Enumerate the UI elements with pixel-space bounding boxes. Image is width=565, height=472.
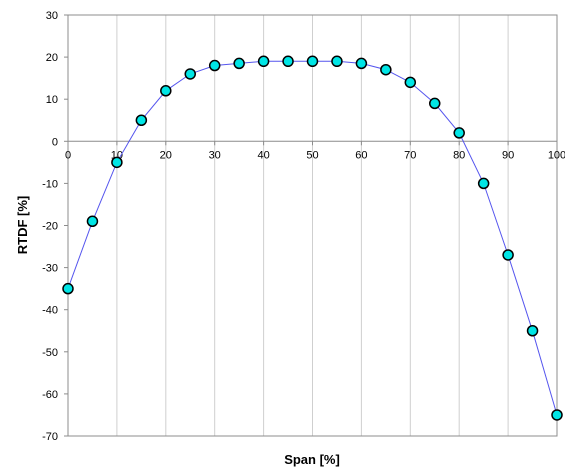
- x-tick-label: 40: [257, 149, 269, 161]
- y-tick-label: -10: [42, 178, 58, 190]
- data-point: [233, 57, 245, 70]
- y-tick-label: 30: [46, 10, 58, 22]
- x-tick-label: 100: [548, 149, 565, 161]
- y-tick-label: 20: [46, 52, 58, 64]
- tick-labels: 0 10 20 30 40 50 60 70 80 90 1003020100-10-20-30-4…: [42, 10, 565, 443]
- data-point: [111, 156, 123, 169]
- x-tick-label: 0: [65, 149, 71, 161]
- data-point: [526, 325, 539, 337]
- x-tick-label: 50: [306, 149, 318, 161]
- data-point: [404, 76, 417, 89]
- data-point: [208, 59, 221, 72]
- series: [62, 55, 563, 421]
- y-tick-label: -30: [42, 263, 58, 275]
- y-tick-label: -40: [42, 305, 58, 317]
- data-point: [257, 55, 270, 68]
- gridlines: [116, 15, 558, 436]
- x-tick-label: 90: [502, 149, 514, 161]
- x-tick-label: 80: [453, 149, 465, 161]
- data-point: [551, 409, 563, 421]
- x-axis-label: Span [%]: [284, 452, 340, 467]
- data-point: [62, 282, 74, 295]
- data-point: [135, 114, 148, 126]
- data-point: [355, 57, 368, 70]
- data-point: [477, 177, 490, 190]
- y-tick-label: 10: [46, 94, 58, 106]
- data-point: [282, 55, 294, 68]
- data-point: [331, 55, 343, 68]
- x-tick-label: 20: [160, 149, 172, 161]
- y-tick-label: -20: [42, 221, 58, 233]
- data-point: [184, 68, 196, 80]
- data-point: [453, 127, 465, 139]
- x-tick-label: 60: [355, 149, 367, 161]
- data-point: [86, 215, 99, 228]
- x-tick-label: 30: [209, 149, 221, 161]
- data-point: [380, 63, 392, 76]
- x-tick-label: 70: [404, 149, 416, 161]
- y-axis-label: RTDF [%]: [15, 196, 30, 255]
- y-tick-label: -70: [42, 431, 58, 443]
- data-point: [502, 249, 514, 261]
- axes: [64, 14, 558, 437]
- data-point: [306, 55, 319, 68]
- y-tick-label: -60: [42, 389, 58, 401]
- data-point: [429, 97, 441, 110]
- y-tick-label: 0: [52, 136, 58, 148]
- data-point: [160, 85, 172, 97]
- y-tick-label: -50: [42, 347, 58, 359]
